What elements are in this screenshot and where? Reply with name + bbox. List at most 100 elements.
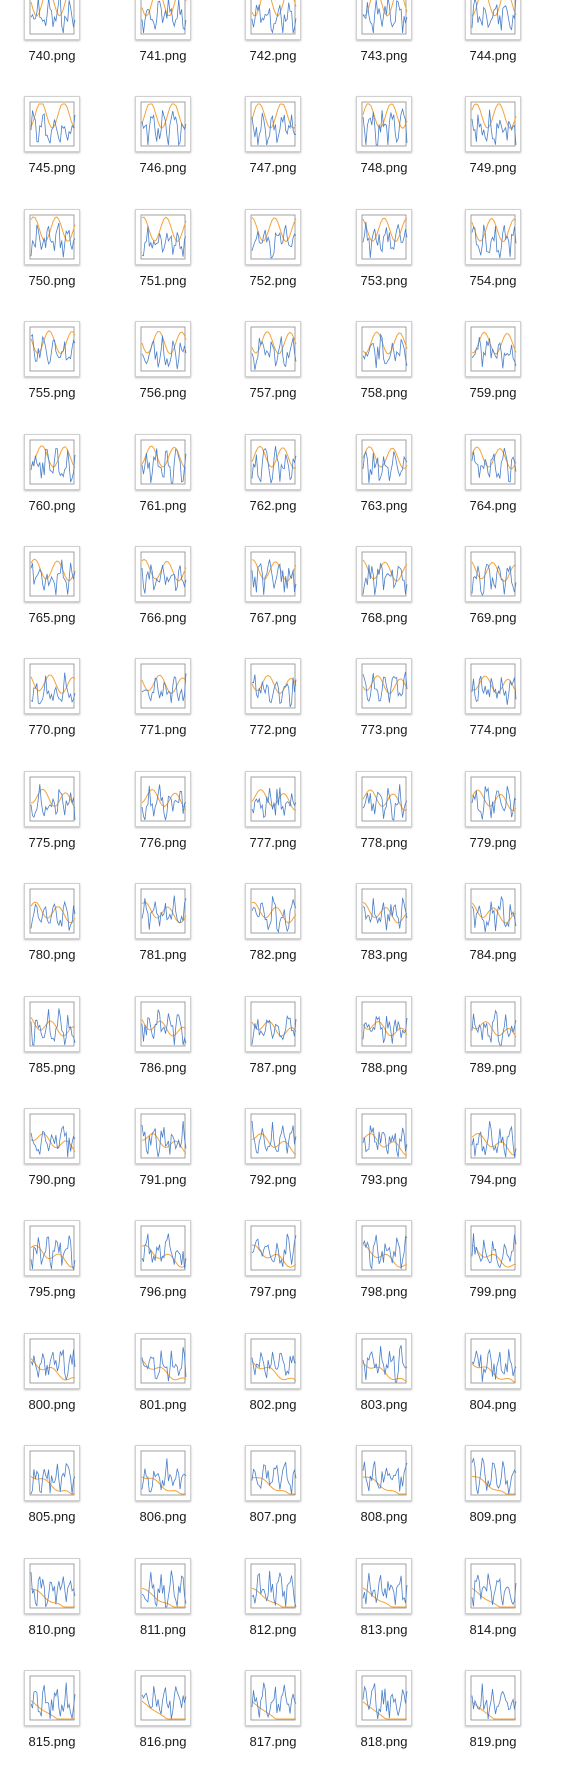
file-name-label[interactable]: 740.png <box>28 48 76 63</box>
png-chart-thumbnail-icon[interactable] <box>465 0 521 40</box>
png-chart-thumbnail-icon[interactable] <box>465 321 521 378</box>
file-name-label[interactable]: 787.png <box>249 1059 297 1075</box>
file-name-label[interactable]: 759.png <box>469 385 517 401</box>
png-chart-thumbnail-icon[interactable] <box>245 1220 301 1277</box>
file-name-label[interactable]: 815.png <box>28 1734 76 1749</box>
file-name-label[interactable]: 780.png <box>28 947 76 963</box>
file-name-label[interactable]: 783.png <box>360 947 408 963</box>
file-name-label[interactable]: 807.png <box>249 1509 297 1525</box>
file-item[interactable]: 751.png <box>111 208 211 309</box>
file-name-label[interactable]: 769.png <box>469 610 517 625</box>
png-chart-thumbnail-icon[interactable] <box>24 995 80 1052</box>
file-name-label[interactable]: 801.png <box>139 1396 187 1412</box>
png-chart-thumbnail-icon[interactable] <box>135 883 191 940</box>
file-item[interactable]: 808.png <box>332 1445 432 1545</box>
file-name-label[interactable]: 775.png <box>28 834 76 850</box>
png-chart-thumbnail-icon[interactable] <box>245 1445 301 1502</box>
file-name-label[interactable]: 777.png <box>249 834 297 850</box>
png-chart-thumbnail-icon[interactable] <box>465 658 521 715</box>
file-name-label[interactable]: 813.png <box>360 1621 408 1637</box>
png-chart-thumbnail-icon[interactable] <box>245 995 301 1052</box>
file-name-label[interactable]: 785.png <box>28 1059 76 1075</box>
png-chart-thumbnail-icon[interactable] <box>135 321 191 378</box>
file-name-label[interactable]: 796.png <box>139 1284 187 1300</box>
png-chart-thumbnail-icon[interactable] <box>356 995 412 1052</box>
file-item[interactable]: 803.png <box>332 1332 432 1433</box>
file-item[interactable]: 802.png <box>221 1332 321 1433</box>
file-item[interactable]: 767.png <box>221 546 321 646</box>
png-chart-thumbnail-icon[interactable] <box>24 1332 80 1389</box>
file-name-label[interactable]: 770.png <box>28 722 76 738</box>
png-chart-thumbnail-icon[interactable] <box>245 658 301 715</box>
file-name-label[interactable]: 763.png <box>360 497 408 513</box>
png-chart-thumbnail-icon[interactable] <box>356 546 412 602</box>
png-chart-thumbnail-icon[interactable] <box>245 883 301 940</box>
file-name-label[interactable]: 779.png <box>469 834 517 850</box>
file-name-label[interactable]: 789.png <box>469 1059 517 1075</box>
png-chart-thumbnail-icon[interactable] <box>245 1557 301 1614</box>
png-chart-thumbnail-icon[interactable] <box>465 995 521 1052</box>
file-name-label[interactable]: 802.png <box>249 1396 297 1412</box>
png-chart-thumbnail-icon[interactable] <box>356 1220 412 1277</box>
file-item[interactable]: 770.png <box>0 658 100 758</box>
file-name-label[interactable]: 792.png <box>249 1172 297 1187</box>
file-item[interactable]: 744.png <box>441 0 541 84</box>
file-item[interactable]: 817.png <box>221 1670 321 1770</box>
file-name-label[interactable]: 806.png <box>139 1509 187 1525</box>
file-item[interactable]: 741.png <box>111 0 211 84</box>
file-item[interactable]: 781.png <box>111 883 211 983</box>
png-chart-thumbnail-icon[interactable] <box>24 208 80 265</box>
file-name-label[interactable]: 753.png <box>360 272 408 288</box>
file-item[interactable]: 752.png <box>221 208 321 309</box>
file-name-label[interactable]: 761.png <box>139 497 187 513</box>
file-item[interactable]: 765.png <box>0 546 100 646</box>
png-chart-thumbnail-icon[interactable] <box>465 1670 521 1726</box>
png-chart-thumbnail-icon[interactable] <box>24 1557 80 1614</box>
file-item[interactable]: 807.png <box>221 1445 321 1545</box>
png-chart-thumbnail-icon[interactable] <box>356 96 412 153</box>
file-item[interactable]: 750.png <box>0 208 100 309</box>
file-name-label[interactable]: 799.png <box>469 1284 517 1300</box>
file-name-label[interactable]: 778.png <box>360 834 408 850</box>
file-item[interactable]: 819.png <box>441 1670 541 1770</box>
file-item[interactable]: 790.png <box>0 1108 100 1208</box>
file-name-label[interactable]: 798.png <box>360 1284 408 1300</box>
file-name-label[interactable]: 814.png <box>469 1621 517 1637</box>
file-item[interactable]: 754.png <box>441 208 541 309</box>
file-item[interactable]: 815.png <box>0 1670 100 1770</box>
file-item[interactable]: 782.png <box>221 883 321 983</box>
file-name-label[interactable]: 816.png <box>139 1734 187 1749</box>
png-chart-thumbnail-icon[interactable] <box>465 1220 521 1277</box>
file-item[interactable]: 814.png <box>441 1557 541 1658</box>
file-name-label[interactable]: 790.png <box>28 1172 76 1187</box>
png-chart-thumbnail-icon[interactable] <box>24 546 80 602</box>
file-item[interactable]: 787.png <box>221 995 321 1096</box>
file-item[interactable]: 788.png <box>332 995 432 1096</box>
file-name-label[interactable]: 742.png <box>249 48 297 63</box>
file-name-label[interactable]: 776.png <box>139 834 187 850</box>
file-name-label[interactable]: 764.png <box>469 497 517 513</box>
png-chart-thumbnail-icon[interactable] <box>356 321 412 378</box>
png-chart-thumbnail-icon[interactable] <box>245 96 301 153</box>
file-name-label[interactable]: 755.png <box>28 385 76 401</box>
png-chart-thumbnail-icon[interactable] <box>245 321 301 378</box>
png-chart-thumbnail-icon[interactable] <box>245 0 301 40</box>
file-name-label[interactable]: 771.png <box>139 722 187 738</box>
file-item[interactable]: 764.png <box>441 433 541 534</box>
png-chart-thumbnail-icon[interactable] <box>356 1670 412 1726</box>
file-name-label[interactable]: 767.png <box>249 610 297 625</box>
file-item[interactable]: 812.png <box>221 1557 321 1658</box>
png-chart-thumbnail-icon[interactable] <box>135 0 191 40</box>
png-chart-thumbnail-icon[interactable] <box>135 1220 191 1277</box>
file-item[interactable]: 775.png <box>0 770 100 871</box>
png-chart-thumbnail-icon[interactable] <box>24 1220 80 1277</box>
png-chart-thumbnail-icon[interactable] <box>135 658 191 715</box>
png-chart-thumbnail-icon[interactable] <box>356 0 412 40</box>
file-name-label[interactable]: 745.png <box>28 160 76 176</box>
png-chart-thumbnail-icon[interactable] <box>356 208 412 265</box>
file-item[interactable]: 772.png <box>221 658 321 758</box>
file-name-label[interactable]: 786.png <box>139 1059 187 1075</box>
png-chart-thumbnail-icon[interactable] <box>356 1557 412 1614</box>
png-chart-thumbnail-icon[interactable] <box>135 1670 191 1726</box>
png-chart-thumbnail-icon[interactable] <box>135 770 191 827</box>
